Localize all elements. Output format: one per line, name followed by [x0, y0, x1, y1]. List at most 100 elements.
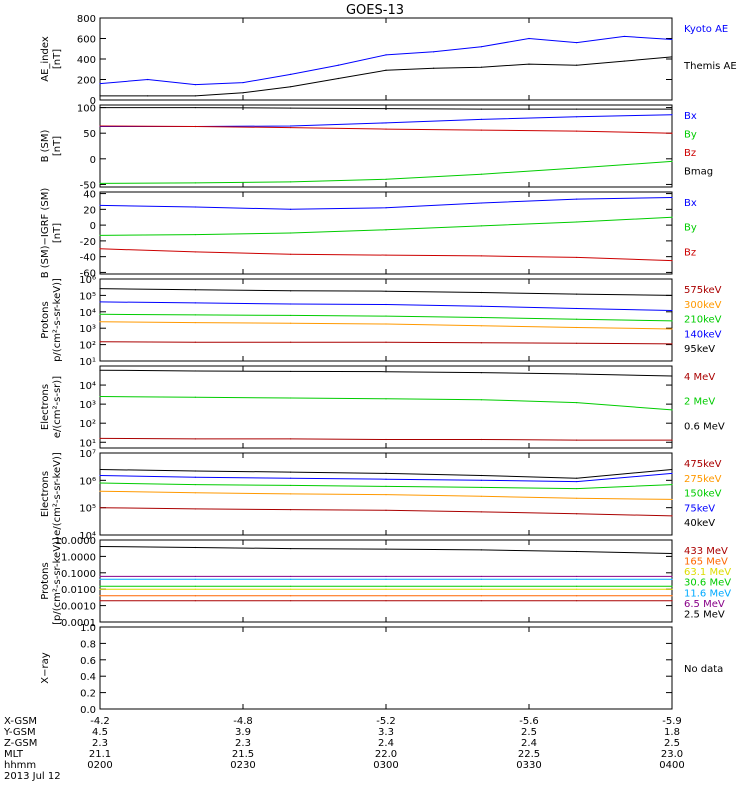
bottom-axis-value: -5.6 [519, 716, 539, 727]
data-point [194, 341, 196, 343]
y-axis-label: [p/(cm²-s-sr-keV)] [52, 537, 63, 625]
y-axis-label: AE_index [40, 36, 51, 82]
data-point [671, 498, 673, 501]
data-point [385, 548, 387, 550]
data-point [194, 476, 196, 478]
data-point [671, 320, 673, 322]
data-point [480, 173, 482, 175]
data-point [290, 341, 292, 343]
data-point [671, 585, 673, 587]
y-tick-label: 10¹ [79, 357, 96, 368]
y-axis-label: Protons [40, 562, 51, 599]
data-point [290, 125, 292, 127]
data-point [290, 126, 292, 129]
panel-electrons_mev: 10¹ 10² 10³ 10⁴ Electrons e/(cm²-s-sr)] 4 MeV 2… [40, 365, 725, 449]
series-line-140kev [99, 301, 673, 311]
date-label: 2013 Jul 12 [4, 771, 61, 782]
legend-label: 11.6 MeV [684, 588, 731, 599]
figure-title: GOES-13 [346, 3, 404, 18]
data-point [194, 289, 196, 291]
y-axis-label: [nT] [52, 223, 63, 243]
legend-label: Bz [684, 247, 696, 258]
data-point [99, 474, 101, 477]
data-point [480, 372, 482, 374]
y-axis-label: B (SM)−IGRF (SM) [40, 188, 51, 279]
data-point [99, 588, 101, 590]
y-tick-label: 10.0000 [55, 536, 96, 547]
data-point [385, 485, 387, 487]
y-tick-label: 10⁶ [79, 476, 96, 487]
data-point [576, 600, 578, 602]
bottom-axis-value: 2.4 [521, 738, 537, 749]
data-point [480, 225, 482, 227]
data-point [99, 600, 101, 602]
data-point [290, 181, 292, 183]
data-point [99, 490, 101, 492]
data-point [194, 578, 196, 580]
data-point [290, 595, 292, 597]
data-point [385, 303, 387, 306]
data-point [480, 202, 482, 204]
data-point [147, 95, 149, 97]
bottom-axis-value: -4.2 [90, 716, 110, 727]
y-tick-label: 10³ [79, 324, 96, 335]
y-tick-label: -60 [80, 268, 96, 279]
data-point [385, 229, 387, 231]
data-point [385, 478, 387, 480]
data-point [385, 207, 387, 209]
data-point [671, 160, 673, 162]
data-point [385, 595, 387, 597]
data-point [290, 73, 292, 75]
y-tick-label: 10⁴ [79, 531, 96, 542]
no-data-note: No data [684, 664, 723, 675]
legend-label: Bz [684, 148, 696, 159]
data-point [385, 254, 387, 256]
data-point [99, 482, 101, 484]
data-point [194, 321, 196, 324]
bottom-axis-value: 0230 [230, 760, 255, 771]
bottom-axis-value: 2.5 [664, 738, 680, 749]
legend-label: 140keV [684, 329, 722, 340]
data-point [480, 255, 482, 257]
y-tick-label: -20 [80, 237, 96, 248]
data-point [480, 575, 482, 578]
y-tick-label: 0 [90, 155, 96, 166]
data-point [290, 86, 292, 88]
y-axis-label: Protons [40, 301, 51, 338]
legend-label: Bmag [684, 167, 713, 178]
y-axis-label: [nT] [52, 136, 63, 156]
data-point [99, 341, 101, 343]
data-point [290, 438, 292, 440]
data-point [671, 578, 673, 580]
data-point [194, 483, 196, 486]
data-point [194, 595, 196, 597]
data-point [290, 232, 292, 234]
data-point [385, 494, 387, 496]
data-point [671, 375, 673, 377]
y-tick-label: 0.1000 [61, 569, 96, 580]
data-point [290, 314, 292, 317]
data-point [99, 248, 101, 250]
data-point [480, 342, 482, 344]
panel-digrf: -60 -40 -20 0 20 40 B (SM)−IGRF (SM) [nT] Bx By Bz [40, 188, 697, 280]
y-axis-label: e/(cm²-s-sr)] [52, 376, 63, 438]
legend-label: By [684, 223, 697, 234]
data-point [194, 302, 196, 304]
bottom-axis-value: 1.8 [664, 727, 680, 738]
data-point [99, 321, 101, 323]
row-label: MLT [4, 749, 24, 760]
panel-b: -50 0 50 100 B (SM) [nT] Bx By Bz Bmag [40, 104, 713, 192]
series-line-kyoto-ae [99, 35, 673, 86]
data-point [480, 46, 482, 48]
data-point [671, 114, 673, 116]
y-tick-label: 20 [83, 205, 96, 216]
legend-label: 433 MeV [684, 546, 728, 557]
data-point [99, 595, 101, 597]
data-point [480, 118, 482, 120]
y-axis-label: e/(cm²-s-sr-keV)] [52, 452, 63, 536]
legend-label: 75keV [684, 503, 715, 514]
data-point [576, 116, 578, 118]
y-axis-label: B (SM) [40, 129, 51, 162]
data-point [242, 81, 244, 84]
